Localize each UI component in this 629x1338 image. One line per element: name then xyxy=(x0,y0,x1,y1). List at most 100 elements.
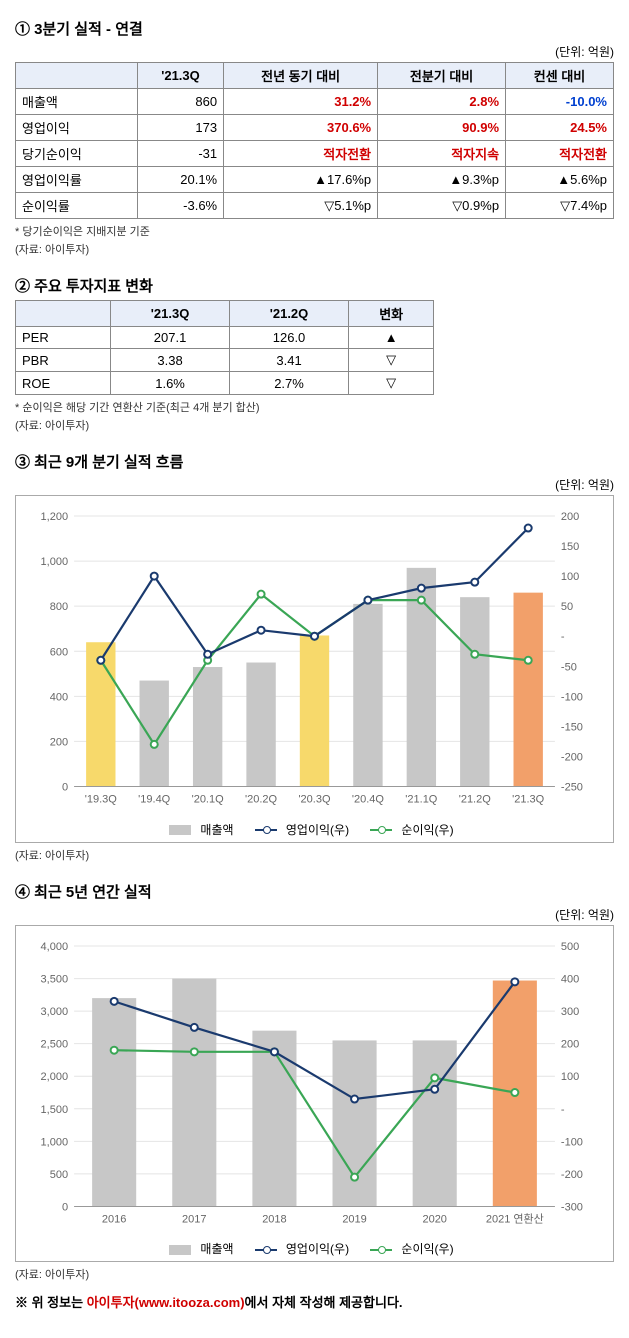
svg-text:2016: 2016 xyxy=(102,1213,126,1225)
svg-text:'20.3Q: '20.3Q xyxy=(298,794,331,806)
section4-unit: (단위: 억원) xyxy=(15,906,614,923)
table-cell: -3.6% xyxy=(137,193,223,219)
table-row-label: PBR xyxy=(16,349,111,372)
legend-bar-icon xyxy=(169,1245,191,1255)
table-cell: 860 xyxy=(137,89,223,115)
svg-text:2019: 2019 xyxy=(342,1213,366,1225)
table-header: 변화 xyxy=(349,301,434,327)
table-header xyxy=(16,63,138,89)
svg-text:-200: -200 xyxy=(561,751,583,763)
section2-footnote-1: (자료: 아이투자) xyxy=(15,417,614,433)
svg-text:1,000: 1,000 xyxy=(41,556,69,568)
table-cell: 2.8% xyxy=(378,89,506,115)
table-invest-metrics: '21.3Q'21.2Q변화PER207.1126.0▲PBR3.383.41▽… xyxy=(15,300,434,395)
table-header xyxy=(16,301,111,327)
chart-5y-legend: 매출액 영업이익(우) 순이익(우) xyxy=(24,1236,605,1257)
section1-footnote-1: (자료: 아이투자) xyxy=(15,241,614,257)
svg-text:'21.3Q: '21.3Q xyxy=(512,794,545,806)
legend-bar-label-2: 매출액 xyxy=(200,1242,233,1256)
table-row-label: 당기순이익 xyxy=(16,141,138,167)
svg-text:1,200: 1,200 xyxy=(41,511,69,523)
table-cell: 적자전환 xyxy=(224,141,378,167)
svg-text:50: 50 xyxy=(561,601,573,613)
table-cell: 173 xyxy=(137,115,223,141)
section4-footnote: (자료: 아이투자) xyxy=(15,1266,614,1282)
legend-line1-icon xyxy=(255,829,277,831)
svg-text:200: 200 xyxy=(561,511,579,523)
legend-line1-label-2: 영업이익(우) xyxy=(286,1242,349,1256)
svg-text:-: - xyxy=(561,1103,565,1115)
svg-text:2,000: 2,000 xyxy=(41,1071,69,1083)
section3-unit: (단위: 억원) xyxy=(15,476,614,493)
legend-line1-label: 영업이익(우) xyxy=(286,823,349,837)
table-header: '21.3Q xyxy=(111,301,230,327)
legend-bar-label: 매출액 xyxy=(200,823,233,837)
svg-text:2020: 2020 xyxy=(422,1213,446,1225)
legend-bar-icon xyxy=(169,825,191,835)
legend-line2-label-2: 순이익(우) xyxy=(401,1242,453,1256)
svg-text:-50: -50 xyxy=(561,661,577,673)
table-header: '21.3Q xyxy=(137,63,223,89)
bottom-accent: 아이투자(www.itooza.com) xyxy=(87,1295,245,1310)
section4-title: ④ 최근 5년 연간 실적 xyxy=(15,881,614,902)
table-cell: 90.9% xyxy=(378,115,506,141)
svg-text:'21.2Q: '21.2Q xyxy=(459,794,492,806)
chart-9q: 02004006008001,0001,200-250-200-150-100-… xyxy=(24,506,605,817)
table-cell: ▲17.6%p xyxy=(224,167,378,193)
table-header: 전년 동기 대비 xyxy=(224,63,378,89)
table-row-label: 순이익률 xyxy=(16,193,138,219)
legend-line2-icon xyxy=(370,1249,392,1251)
table-cell: ▽0.9%p xyxy=(378,193,506,219)
svg-text:200: 200 xyxy=(561,1038,579,1050)
svg-text:100: 100 xyxy=(561,571,579,583)
section3-footnote: (자료: 아이투자) xyxy=(15,847,614,863)
svg-text:1,000: 1,000 xyxy=(41,1136,69,1148)
section1-unit: (단위: 억원) xyxy=(15,43,614,60)
svg-text:-200: -200 xyxy=(561,1168,583,1180)
chart-5y-wrap: 05001,0001,5002,0002,5003,0003,5004,000-… xyxy=(15,925,614,1263)
svg-text:3,500: 3,500 xyxy=(41,973,69,985)
table-row-label: 영업이익률 xyxy=(16,167,138,193)
section2-title: ② 주요 투자지표 변화 xyxy=(15,275,614,296)
table-header: 컨센 대비 xyxy=(506,63,614,89)
table-cell: 207.1 xyxy=(111,327,230,349)
legend-line2-icon xyxy=(370,829,392,831)
svg-text:-250: -250 xyxy=(561,781,583,793)
svg-text:-: - xyxy=(561,631,565,643)
table-cell: 126.0 xyxy=(230,327,349,349)
table-cell: ▽ xyxy=(349,372,434,395)
table-cell: ▽5.1%p xyxy=(224,193,378,219)
svg-text:'20.1Q: '20.1Q xyxy=(192,794,225,806)
legend-line1-icon xyxy=(255,1249,277,1251)
svg-text:300: 300 xyxy=(561,1006,579,1018)
svg-text:2021 연환산: 2021 연환산 xyxy=(486,1212,544,1225)
section2-footnote-0: * 순이익은 해당 기간 연환산 기준(최근 4개 분기 합산) xyxy=(15,399,614,415)
table-cell: 적자전환 xyxy=(506,141,614,167)
legend-line2-label: 순이익(우) xyxy=(401,823,453,837)
table-row-label: 영업이익 xyxy=(16,115,138,141)
table-cell: ▲9.3%p xyxy=(378,167,506,193)
table-cell: -10.0% xyxy=(506,89,614,115)
svg-text:'21.1Q: '21.1Q xyxy=(405,794,438,806)
table-row-label: PER xyxy=(16,327,111,349)
table-cell: ▲ xyxy=(349,327,434,349)
table-cell: -31 xyxy=(137,141,223,167)
svg-text:4,000: 4,000 xyxy=(41,941,69,953)
table-header: '21.2Q xyxy=(230,301,349,327)
section1-footnote-0: * 당기순이익은 지배지분 기준 xyxy=(15,223,614,239)
svg-text:3,000: 3,000 xyxy=(41,1006,69,1018)
bottom-note: ※ 위 정보는 아이투자(www.itooza.com)에서 자체 작성해 제공… xyxy=(15,1292,614,1311)
section3-title: ③ 최근 9개 분기 실적 흐름 xyxy=(15,451,614,472)
chart-9q-wrap: 02004006008001,0001,200-250-200-150-100-… xyxy=(15,495,614,843)
svg-text:2,500: 2,500 xyxy=(41,1038,69,1050)
chart-5y: 05001,0001,5002,0002,5003,0003,5004,000-… xyxy=(24,936,605,1237)
table-cell: ▽ xyxy=(349,349,434,372)
svg-text:2018: 2018 xyxy=(262,1213,286,1225)
svg-text:0: 0 xyxy=(62,781,68,793)
svg-text:400: 400 xyxy=(50,691,68,703)
table-cell: 1.6% xyxy=(111,372,230,395)
svg-text:-150: -150 xyxy=(561,721,583,733)
svg-text:150: 150 xyxy=(561,541,579,553)
section1-title: ① 3분기 실적 - 연결 xyxy=(15,18,614,39)
table-cell: 20.1% xyxy=(137,167,223,193)
